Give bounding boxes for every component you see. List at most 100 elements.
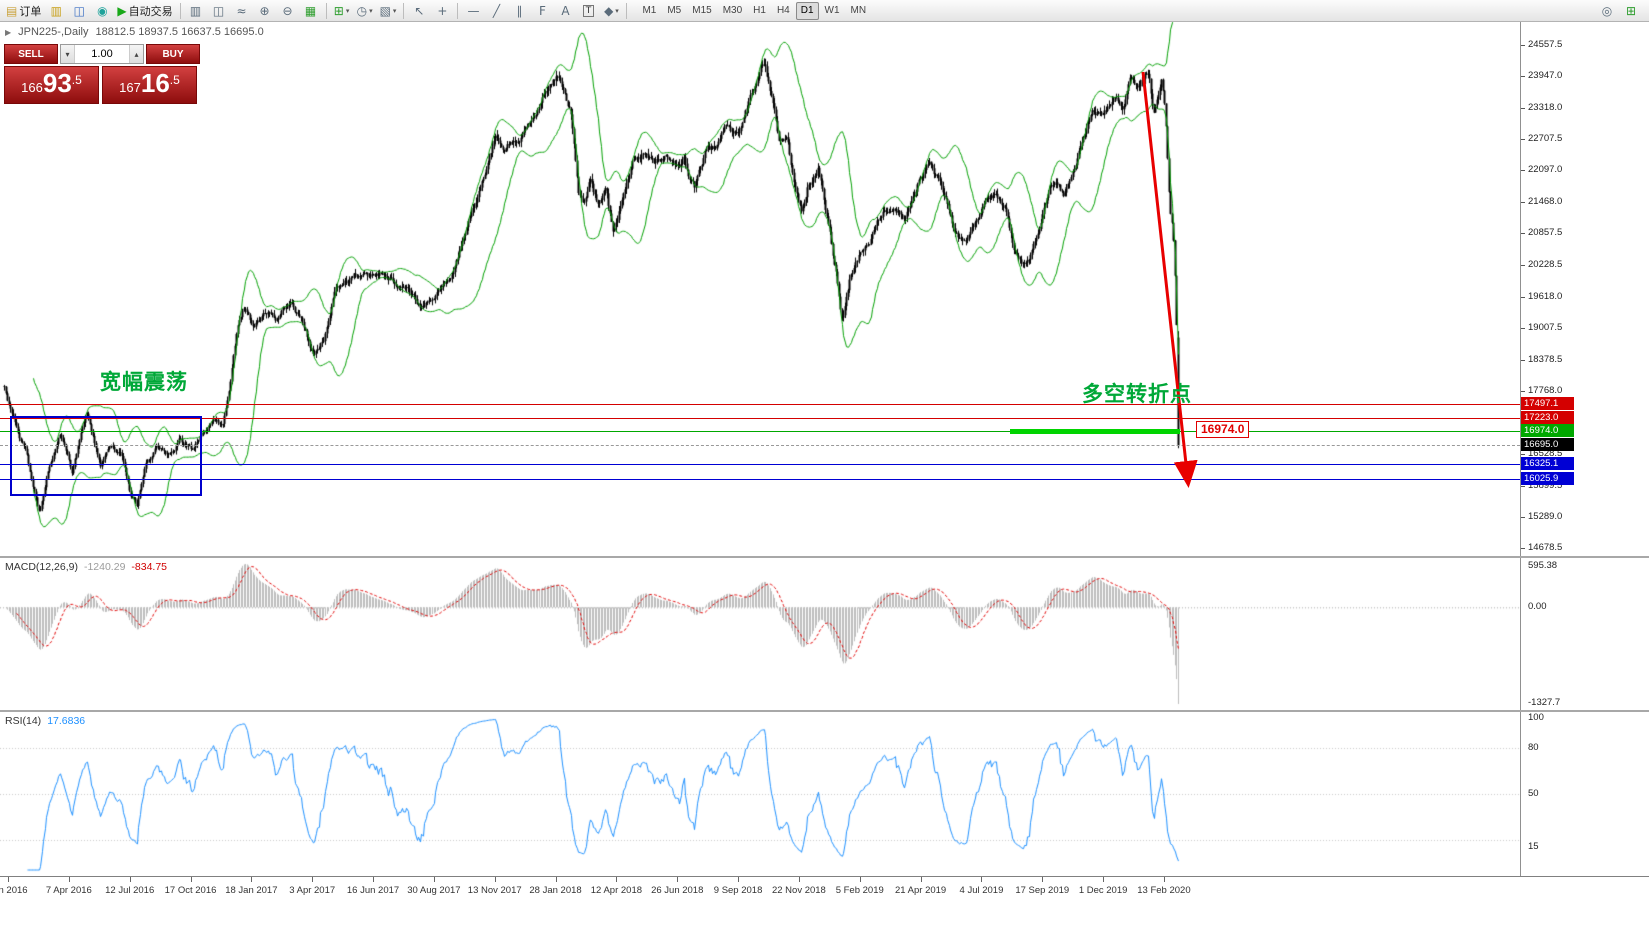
horizontal-line-button[interactable]: — bbox=[462, 1, 484, 21]
panel-separator[interactable] bbox=[0, 710, 1649, 712]
time-axis[interactable]: Jan 2016 7 Apr 2016 12 Jul 2016 17 Oct 2016… bbox=[0, 877, 1520, 902]
time-tick-label: 18 Jan 2017 bbox=[225, 885, 278, 896]
ask-price-big-digits: 16 bbox=[140, 68, 170, 98]
price-tick-mark bbox=[1521, 265, 1525, 267]
macd-chart-canvas[interactable] bbox=[0, 558, 1520, 710]
price-tick-mark bbox=[1521, 233, 1525, 235]
expander-icon[interactable]: ▶ bbox=[5, 27, 12, 37]
price-tick-label: 17768.0 bbox=[1528, 384, 1563, 396]
volume-increase-icon[interactable]: ▴ bbox=[129, 45, 143, 63]
timeframe-w1-button[interactable]: W1 bbox=[824, 5, 840, 16]
time-tick-label: 12 Apr 2018 bbox=[590, 885, 643, 896]
charts-toggle-button[interactable]: ◫ bbox=[68, 1, 90, 21]
price-tick-label: 16528.5 bbox=[1528, 447, 1563, 459]
price-level-label: 16695.0 bbox=[1521, 438, 1574, 452]
candlestick-chart-icon: ◫ bbox=[212, 3, 225, 18]
timeframe-m15-button[interactable]: M15 bbox=[692, 5, 712, 16]
panel-separator[interactable] bbox=[0, 556, 1649, 558]
price-tick-label: 18378.5 bbox=[1528, 353, 1563, 365]
annotation-pivot-point[interactable]: 多空转折点 bbox=[1082, 383, 1192, 406]
volume-input[interactable] bbox=[75, 45, 129, 63]
zoom-in-button[interactable]: ⊕ bbox=[254, 1, 276, 21]
current-price-16695-line[interactable] bbox=[0, 445, 1520, 446]
new-order-button[interactable]: ▤ 订单 bbox=[3, 1, 44, 21]
trendline-button[interactable]: ╱ bbox=[485, 1, 507, 21]
buy-button[interactable]: BUY bbox=[146, 44, 200, 64]
zoom-out-button[interactable]: ⊖ bbox=[277, 1, 299, 21]
macd-axis-label: 595.38 bbox=[1528, 560, 1558, 571]
time-tick-mark bbox=[251, 877, 253, 882]
trendline-icon: ╱ bbox=[492, 3, 501, 18]
resistance-17497-line[interactable] bbox=[0, 404, 1520, 405]
timeframe-h1-button[interactable]: H1 bbox=[753, 5, 766, 16]
autotrading-button[interactable]: ▶ 自动交易 bbox=[114, 1, 175, 21]
price-tick-label: 24557.5 bbox=[1528, 39, 1563, 50]
timeframe-toolbar: M1 M5 M15 M30 H1 H4 D1 W1 MN bbox=[637, 1, 871, 20]
dropdown-arrow-icon[interactable]: ▾ bbox=[369, 7, 373, 15]
new-order-button-label: 订单 bbox=[19, 5, 42, 18]
pivot-16974-line[interactable] bbox=[0, 431, 1520, 432]
equidistant-channel-button[interactable]: ∥ bbox=[508, 1, 530, 21]
bar-chart-type-button[interactable]: ▥ bbox=[185, 1, 207, 21]
candlestick-chart-canvas[interactable] bbox=[0, 22, 1520, 556]
volume-decrease-icon[interactable]: ▾ bbox=[61, 45, 75, 63]
timeframe-mn-button[interactable]: MN bbox=[850, 5, 867, 16]
line-chart-icon: ≈ bbox=[236, 3, 247, 18]
profiles-icon: ▥ bbox=[50, 3, 63, 18]
crosshair-button[interactable]: + bbox=[431, 1, 453, 21]
periods-button[interactable]: ◷ ▾ bbox=[354, 1, 376, 21]
cursor-button[interactable]: ↖ bbox=[408, 1, 430, 21]
price-tick-label: 20857.5 bbox=[1528, 227, 1563, 239]
dropdown-arrow-icon[interactable]: ▾ bbox=[615, 7, 619, 15]
price-tick-mark bbox=[1521, 139, 1525, 141]
line-chart-type-button[interactable]: ≈ bbox=[231, 1, 253, 21]
support-16025-line[interactable] bbox=[0, 479, 1520, 480]
rsi-panel[interactable]: RSI(14) 17.6836 bbox=[0, 712, 1520, 876]
ask-price-display[interactable]: 167 16.5 bbox=[102, 66, 197, 104]
bid-price-display[interactable]: 166 93.5 bbox=[4, 66, 99, 104]
timeframe-m5-button[interactable]: M5 bbox=[667, 5, 682, 16]
time-tick-mark bbox=[616, 877, 618, 882]
pivot-level-segment[interactable] bbox=[1010, 429, 1180, 434]
autotrading-button-label: 自动交易 bbox=[128, 5, 173, 18]
zoom-in-icon: ⊕ bbox=[259, 3, 270, 18]
time-tick-label: 12 Jul 2016 bbox=[105, 885, 155, 896]
main-chart-panel[interactable]: ▶ JPN225-,Daily 18812.5 18937.5 16637.5 … bbox=[0, 22, 1520, 556]
consolidation-rectangle[interactable] bbox=[10, 416, 202, 496]
timeframe-h4-button[interactable]: H4 bbox=[776, 5, 790, 16]
tile-windows-button[interactable]: ▦ bbox=[300, 1, 322, 21]
timeframe-m1-button[interactable]: M1 bbox=[642, 5, 657, 16]
support-16325-line[interactable] bbox=[0, 464, 1520, 465]
bid-price-suffix: .5 bbox=[71, 73, 82, 87]
fibonacci-button[interactable]: F bbox=[531, 1, 553, 21]
price-tick-mark bbox=[1521, 390, 1525, 392]
search-button[interactable]: ◎ bbox=[1596, 1, 1618, 21]
toolbar-right-group: ◎ ⊞ bbox=[1596, 1, 1646, 21]
new-chart-button[interactable]: ⊞ ▾ bbox=[331, 1, 353, 21]
dropdown-arrow-icon[interactable]: ▾ bbox=[392, 7, 397, 15]
dropdown-arrow-icon[interactable]: ▾ bbox=[345, 7, 350, 15]
profiles-button[interactable]: ▥ bbox=[45, 1, 67, 21]
bid-price-prefix: 166 bbox=[21, 80, 43, 95]
candlestick-chart-type-button[interactable]: ◫ bbox=[208, 1, 230, 21]
annotation-wide-range[interactable]: 宽幅震荡 bbox=[100, 371, 188, 394]
resistance-17223-line[interactable] bbox=[0, 418, 1520, 419]
time-tick-label: 30 Aug 2017 bbox=[407, 885, 461, 896]
indicators-button[interactable]: ▧ ▾ bbox=[377, 1, 400, 21]
timeframe-m30-button[interactable]: M30 bbox=[722, 5, 743, 16]
macd-panel[interactable]: MACD(12,26,9) -1240.29 -834.75 bbox=[0, 558, 1520, 710]
rsi-chart-canvas[interactable] bbox=[0, 712, 1520, 876]
navigator-toggle-button[interactable]: ◉ bbox=[91, 1, 113, 21]
toolbar-separator bbox=[403, 2, 405, 19]
shapes-button[interactable]: ◆ ▾ bbox=[600, 1, 622, 21]
text-label-button[interactable]: T bbox=[577, 1, 599, 21]
new-window-button[interactable]: ⊞ bbox=[1620, 1, 1642, 21]
pivot-price-tag[interactable]: 16974.0 bbox=[1196, 421, 1250, 438]
price-axis[interactable]: 24557.5 23947.0 23318.0 22707.5 22097.0 21468… bbox=[1520, 22, 1649, 876]
text-button[interactable]: A bbox=[554, 1, 576, 21]
downtrend-arrow[interactable] bbox=[0, 22, 1520, 556]
sell-button[interactable]: SELL bbox=[4, 44, 58, 64]
timeframe-d1-button[interactable]: D1 bbox=[795, 1, 819, 20]
time-tick-mark bbox=[190, 877, 192, 882]
rsi-label: RSI(14) 17.6836 bbox=[5, 715, 85, 727]
